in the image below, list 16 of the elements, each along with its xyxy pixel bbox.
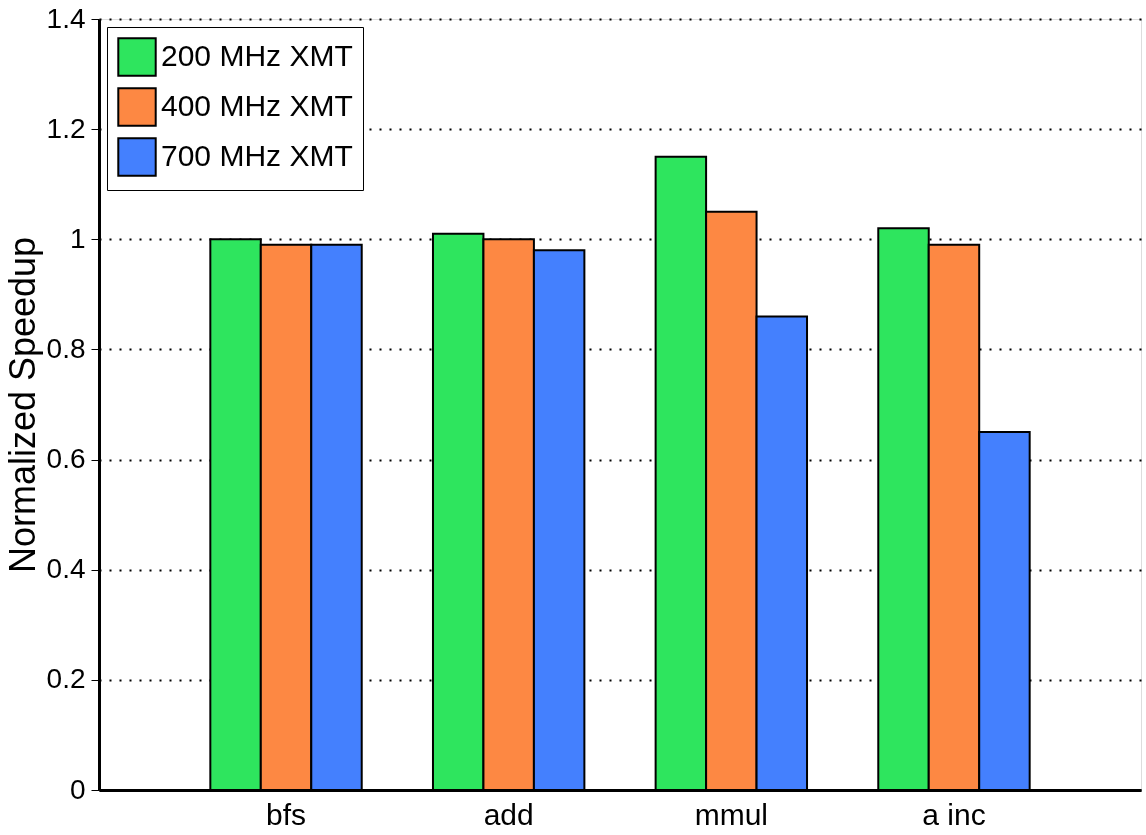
legend-label: 700 MHz XMT (161, 139, 353, 172)
legend-label: 200 MHz XMT (161, 39, 353, 72)
x-tick-label: add (483, 797, 534, 831)
y-tick-label: 0.4 (46, 553, 86, 585)
y-tick-label: 1 (69, 222, 86, 254)
y-tick-label: 0.2 (46, 663, 86, 695)
x-tick-label: a inc (922, 797, 986, 831)
y-tick-label: 1.4 (46, 2, 86, 34)
y-axis-title: Normalized Speedup (1, 236, 43, 574)
y-tick-label: 0.6 (46, 443, 86, 475)
x-tick-label: mmul (694, 797, 768, 831)
y-tick-label: 0 (69, 773, 86, 805)
y-tick-label: 0.8 (46, 332, 86, 364)
legend-label: 400 MHz XMT (161, 89, 353, 122)
x-tick-label: bfs (266, 797, 307, 831)
y-tick-label: 1.2 (46, 112, 86, 144)
